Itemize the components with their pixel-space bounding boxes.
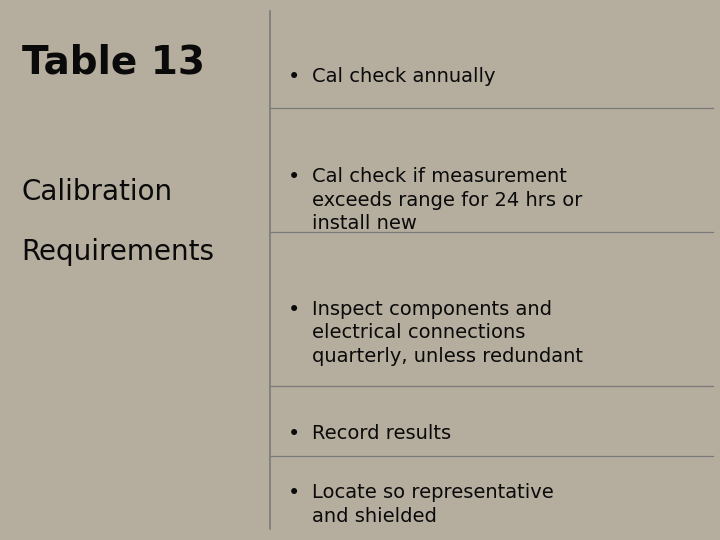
Text: Table 13: Table 13 bbox=[22, 43, 204, 81]
Text: Requirements: Requirements bbox=[22, 238, 215, 266]
Text: •: • bbox=[288, 300, 300, 320]
Text: •: • bbox=[288, 167, 300, 187]
Text: Record results: Record results bbox=[312, 424, 451, 443]
Text: •: • bbox=[288, 483, 300, 503]
Text: Locate so representative
and shielded: Locate so representative and shielded bbox=[312, 483, 554, 526]
Text: Calibration: Calibration bbox=[22, 178, 173, 206]
Text: Cal check if measurement
exceeds range for 24 hrs or
install new: Cal check if measurement exceeds range f… bbox=[312, 167, 582, 233]
Text: •: • bbox=[288, 68, 300, 87]
Text: Inspect components and
electrical connections
quarterly, unless redundant: Inspect components and electrical connec… bbox=[312, 300, 582, 366]
Text: •: • bbox=[288, 424, 300, 444]
Text: Cal check annually: Cal check annually bbox=[312, 68, 495, 86]
